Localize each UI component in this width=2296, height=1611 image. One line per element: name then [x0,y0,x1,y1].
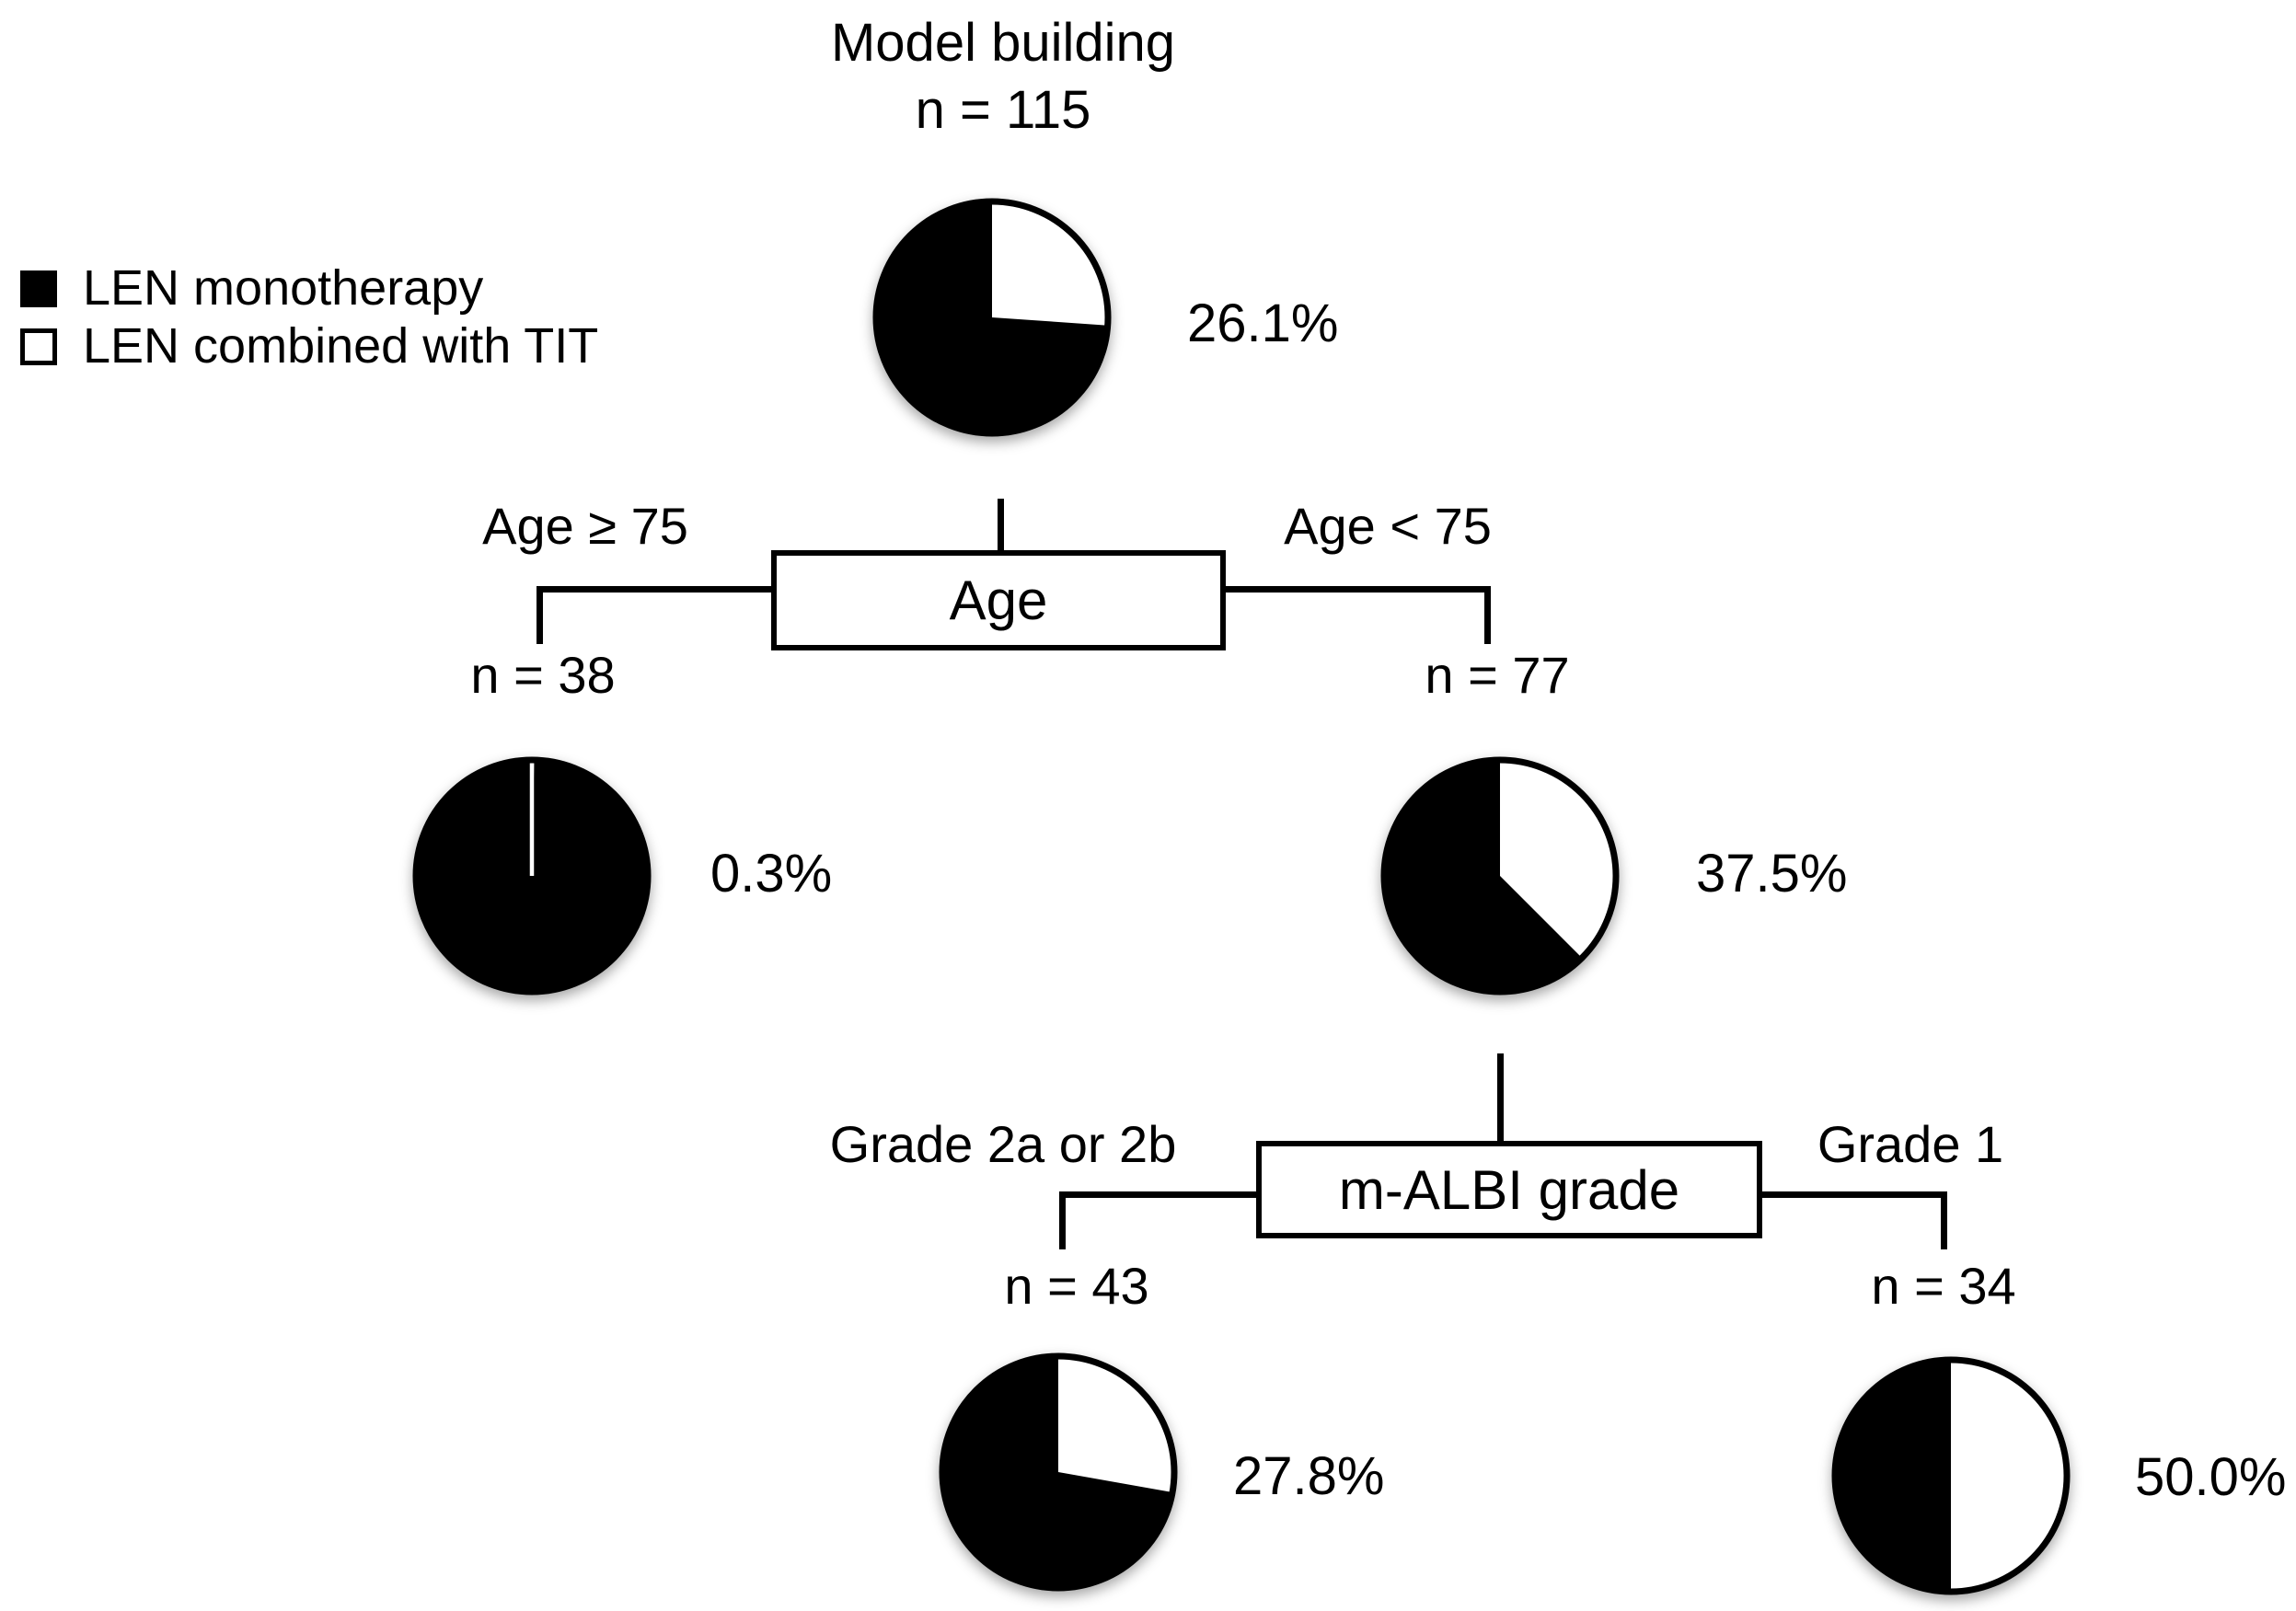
branch-label-grade-2a-or-2b: Grade 2a or 2b [829,1115,1177,1174]
connector-age-lt-75-to-malbi [1497,1053,1504,1141]
split-box-malbi-grade: m-ALBI grade [1256,1141,1762,1238]
pie-root [870,195,1114,440]
n-label-grade-2a-or-2b: n = 43 [1004,1257,1149,1316]
split-box-age-label: Age [949,570,1048,631]
legend-item-len-monotherapy: LEN monotherapy [20,259,598,317]
legend: LEN monotherapy LEN combined with TIT [20,259,598,375]
connector-malbi-left-tick [1059,1191,1066,1249]
pct-label-age-lt-75: 37.5% [1696,844,1848,904]
white-swatch-icon [20,328,57,365]
n-label-age-ge-75: n = 38 [470,646,616,705]
split-box-age: Age [771,550,1226,650]
connector-age-left-tick [537,586,543,644]
branch-label-age-lt-75: Age < 75 [1284,497,1492,556]
legend-label-len-monotherapy: LEN monotherapy [83,259,484,316]
connector-malbi-right-horizontal [1762,1191,1947,1198]
pct-label-grade-2a-or-2b: 27.8% [1233,1446,1385,1507]
root-n-label: n = 115 [915,80,1091,141]
figure-title: Model building [830,13,1176,74]
n-label-age-lt-75: n = 77 [1425,646,1570,705]
branch-label-age-ge-75: Age ≥ 75 [482,497,688,556]
branch-label-grade-1: Grade 1 [1817,1115,2004,1174]
pie-age-ge-75 [410,754,654,998]
legend-item-len-combined-tit: LEN combined with TIT [20,317,598,375]
legend-label-len-combined-tit: LEN combined with TIT [83,317,599,374]
connector-age-left-horizontal [537,586,771,593]
connector-malbi-right-tick [1941,1191,1947,1249]
split-box-malbi-grade-label: m-ALBI grade [1338,1158,1680,1221]
pie-grade-2a-or-2b [936,1350,1181,1594]
pct-label-age-ge-75: 0.3% [710,844,833,904]
black-swatch-icon [20,270,57,307]
connector-age-right-horizontal [1226,586,1491,593]
pie-age-lt-75 [1378,754,1622,998]
pct-label-grade-1: 50.0% [2135,1447,2287,1508]
pie-grade-1 [1829,1353,2073,1598]
n-label-grade-1: n = 34 [1871,1257,2016,1316]
pct-label-root: 26.1% [1187,293,1339,354]
connector-malbi-left-horizontal [1059,1191,1256,1198]
connector-age-right-tick [1484,586,1491,644]
connector-root-to-age [998,499,1004,550]
